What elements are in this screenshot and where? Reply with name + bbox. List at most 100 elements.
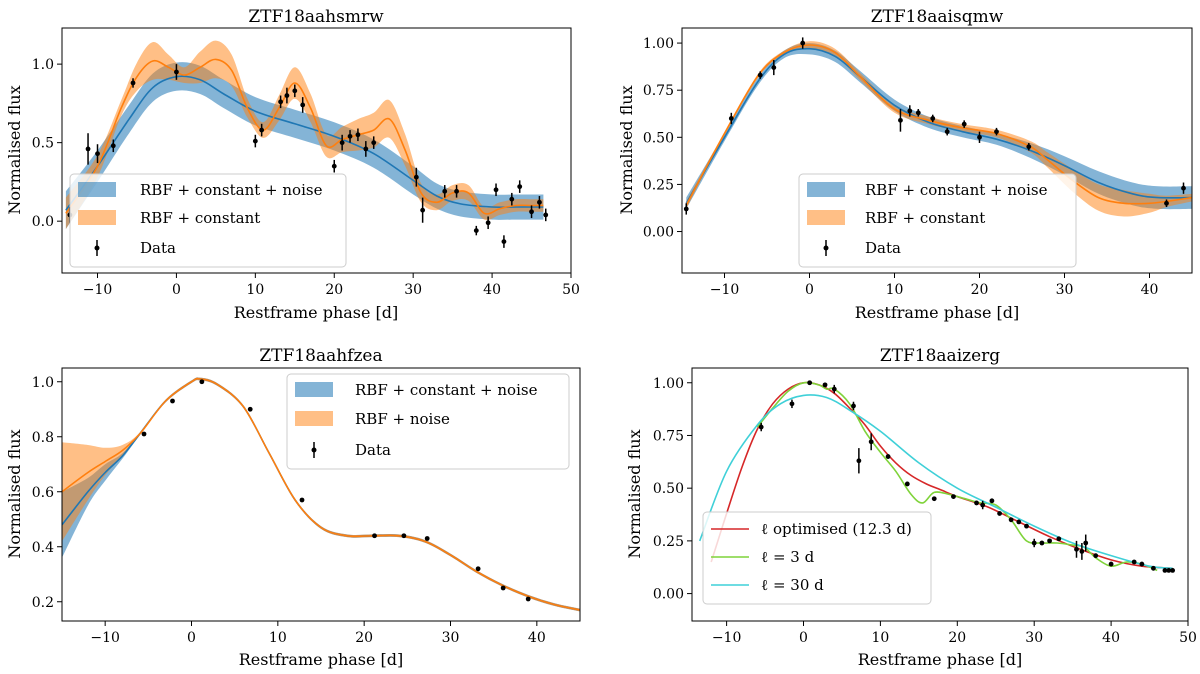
y-tick-label: 0.00 <box>653 587 684 603</box>
panel-2-lines <box>685 44 1192 206</box>
panel-1-lines <box>65 58 544 215</box>
data-point <box>868 439 874 445</box>
data-point <box>1166 568 1172 573</box>
y-tick-label: 0.75 <box>643 83 674 99</box>
data-point <box>980 502 986 508</box>
panel-4-frame <box>691 367 1189 622</box>
panel-2-title: ZTF18aaisqmw <box>871 7 1004 27</box>
panel-3-x-ticks: −10 0 10 20 30 40 <box>90 621 546 646</box>
y-tick-label: 0.50 <box>653 481 684 497</box>
data-point <box>509 196 515 202</box>
data-point <box>259 127 265 133</box>
panel-3-title: ZTF18aahfzea <box>259 346 382 366</box>
panel-2-band-orange <box>686 41 1192 217</box>
data-point <box>424 536 430 541</box>
x-tick-label: 10 <box>886 282 904 298</box>
data-point <box>501 239 507 244</box>
data-point <box>475 566 481 572</box>
data-point <box>831 386 837 392</box>
panel-2-data-points <box>683 37 1186 215</box>
panel-4-title: ZTF18aaizerg <box>880 346 1000 366</box>
panel-3-y-label: Normalised flux <box>5 429 24 558</box>
data-point <box>1026 144 1032 150</box>
data-point <box>1108 561 1114 567</box>
panel-3-legend-label-2: RBF + noise <box>355 410 450 428</box>
x-tick-label: 20 <box>355 630 373 646</box>
panel-4-x-ticks: −10 0 10 20 30 40 50 <box>712 621 1197 646</box>
x-tick-label: 20 <box>971 282 989 298</box>
x-tick-label: −10 <box>90 630 120 646</box>
panel-1-line-orange <box>65 58 544 215</box>
panel-4-legend-box <box>702 511 932 605</box>
data-point <box>944 129 950 135</box>
panel-4: ZTF18aaizerg −10 0 10 20 30 40 50 0.00 0.25 0.50… <box>625 346 1197 669</box>
panel-1-line-blue <box>65 75 544 211</box>
data-point <box>994 129 999 135</box>
x-tick-label: 40 <box>1102 630 1120 646</box>
panel-2-x-ticks: −10 0 10 20 30 40 <box>710 273 1158 298</box>
data-point <box>1139 561 1145 567</box>
y-tick-label: 1.0 <box>32 57 54 73</box>
x-tick-label: 30 <box>1025 630 1043 646</box>
data-point <box>885 454 891 459</box>
data-point <box>1024 523 1029 529</box>
panel-3-legend-swatch-orange <box>295 411 333 426</box>
data-point <box>278 99 283 105</box>
panel-4-legend: ℓ optimised (12.3 d) ℓ = 3 d ℓ = 30 d <box>702 511 932 605</box>
panel-3-y-ticks: 0.2 0.4 0.6 0.8 1.0 <box>32 375 62 611</box>
x-tick-label: 20 <box>325 282 343 298</box>
panel-1-frame <box>61 27 572 274</box>
panel-4-legend-label-1: ℓ optimised (12.3 d) <box>761 520 912 538</box>
panel-4-x-label: Restframe phase [d] <box>858 650 1023 669</box>
panel-1-title: ZTF18aahsmrw <box>248 7 384 27</box>
panel-2-legend-label-1: RBF + constant + noise <box>865 181 1048 199</box>
panel-1-y-ticks: 0.0 0.5 1.0 <box>32 57 62 230</box>
y-tick-label: 1.0 <box>32 375 54 391</box>
data-point <box>372 533 377 539</box>
panel-2-line-blue <box>685 47 1192 204</box>
data-point <box>363 146 369 152</box>
data-point <box>728 116 734 121</box>
panel-1-legend-label-3: Data <box>140 239 176 257</box>
data-point <box>1181 185 1186 191</box>
data-point <box>473 228 479 233</box>
x-tick-label: 50 <box>562 282 580 298</box>
panel-2-legend-label-3: Data <box>865 239 901 257</box>
data-point <box>95 151 100 157</box>
panel-2-legend-swatch-orange <box>807 210 845 225</box>
panel-1-x-ticks: −10 0 10 20 30 40 50 <box>83 273 580 298</box>
panel-2-legend: RBF + constant + noise RBF + constant Da… <box>798 173 1077 268</box>
data-point <box>130 80 136 86</box>
data-point <box>174 69 179 75</box>
data-point <box>1150 565 1156 571</box>
data-point <box>1047 538 1052 544</box>
data-point <box>915 110 921 116</box>
data-point <box>401 533 407 539</box>
data-point <box>339 140 345 146</box>
data-point <box>771 65 777 70</box>
y-tick-label: 0.25 <box>643 177 674 193</box>
x-tick-label: 30 <box>442 630 460 646</box>
x-tick-label: −10 <box>712 630 742 646</box>
data-point <box>300 102 306 108</box>
panel-3-data-points <box>141 379 531 602</box>
panel-4-line-cyan <box>698 394 1173 570</box>
panel-1-legend: RBF + constant + noise RBF + constant Da… <box>69 173 347 268</box>
data-point <box>1056 536 1062 542</box>
panel-3-legend-label-3: Data <box>355 441 391 459</box>
panel-4-legend-label-3: ℓ = 30 d <box>761 576 824 594</box>
panel-2-y-label: Normalised flux <box>617 85 636 214</box>
panel-1-legend-label-2: RBF + constant <box>140 209 260 227</box>
panel-1-legend-swatch-blue <box>78 182 116 197</box>
data-point <box>292 88 298 94</box>
x-tick-label: 10 <box>246 282 264 298</box>
data-point <box>85 146 91 152</box>
data-point <box>284 93 290 98</box>
panel-4-data-points <box>758 380 1176 573</box>
panel-4-y-label: Normalised flux <box>625 429 644 558</box>
x-tick-label: 0 <box>172 282 181 298</box>
data-point <box>529 209 534 215</box>
data-point <box>898 117 903 123</box>
data-point <box>1093 553 1099 559</box>
